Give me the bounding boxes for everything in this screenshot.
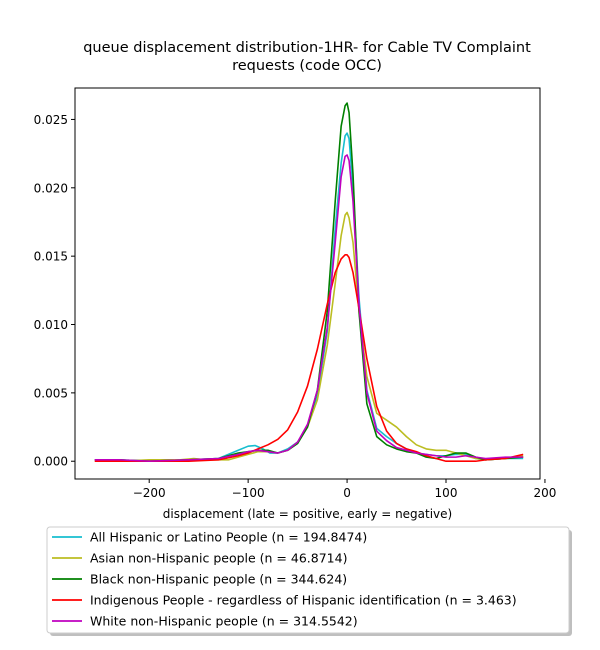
plot-area	[94, 102, 524, 463]
x-tick-label: 200	[533, 486, 556, 500]
x-tick-label: 100	[435, 486, 458, 500]
y-tick-label: 0.000	[34, 455, 68, 469]
series-line-1	[94, 211, 524, 463]
chart-title-line-1: queue displacement distribution-1HR- for…	[83, 40, 531, 56]
x-tick-label: −200	[133, 486, 166, 500]
series-line-4	[94, 154, 524, 463]
legend-entry-1: Asian non-Hispanic people (n = 46.8714)	[90, 551, 347, 566]
y-tick-label: 0.015	[34, 250, 68, 264]
y-tick-label: 0.020	[34, 181, 68, 195]
y-tick-label: 0.005	[34, 386, 68, 400]
series-line-3	[94, 253, 524, 463]
legend-entry-0: All Hispanic or Latino People (n = 194.8…	[90, 530, 367, 545]
legend-entry-3: Indigenous People - regardless of Hispan…	[90, 593, 517, 608]
plot-frame	[74, 87, 541, 480]
y-tick-label: 0.025	[34, 113, 68, 127]
x-axis-label: displacement (late = positive, early = n…	[163, 507, 452, 521]
x-tick-label: 0	[343, 486, 351, 500]
legend-entry-4: White non-Hispanic people (n = 314.5542)	[90, 614, 358, 629]
legend: All Hispanic or Latino People (n = 194.8…	[46, 526, 572, 636]
y-tick-label: 0.010	[34, 318, 68, 332]
legend-entry-2: Black non-Hispanic people (n = 344.624)	[90, 572, 347, 587]
chart-title-line-2: requests (code OCC)	[232, 58, 382, 74]
y-axis-ticks: 0.000 0.005 0.010 0.015 0.020 0.025	[34, 113, 75, 469]
x-tick-label: −100	[232, 486, 265, 500]
legend-box	[46, 526, 570, 634]
x-axis-ticks: −200 −100 0 100 200	[133, 479, 556, 500]
